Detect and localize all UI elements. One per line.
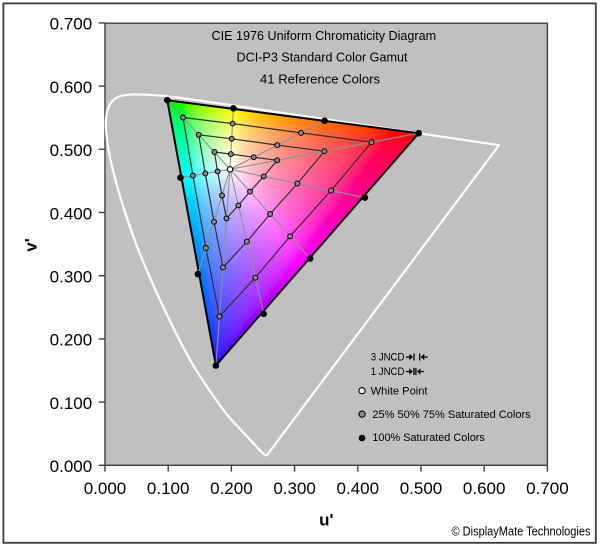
svg-text:0.000: 0.000	[84, 479, 127, 498]
svg-text:0.300: 0.300	[273, 479, 316, 498]
svg-text:CIE 1976 Uniform Chromaticity: CIE 1976 Uniform Chromaticity Diagram	[212, 28, 437, 43]
svg-text:0.000: 0.000	[50, 457, 93, 476]
svg-text:White Point: White Point	[371, 385, 428, 397]
svg-text:0.500: 0.500	[400, 479, 443, 498]
svg-text:0.600: 0.600	[463, 479, 506, 498]
svg-text:0.500: 0.500	[50, 141, 93, 160]
svg-text:u': u'	[319, 511, 333, 530]
svg-text:v': v'	[22, 238, 41, 252]
svg-text:DCI-P3 Standard Color Gamut: DCI-P3 Standard Color Gamut	[237, 50, 408, 65]
svg-text:0.700: 0.700	[50, 15, 93, 34]
svg-text:0.100: 0.100	[147, 479, 190, 498]
svg-text:100% Saturated Colors: 100% Saturated Colors	[372, 432, 485, 444]
svg-text:0.200: 0.200	[210, 479, 253, 498]
svg-text:0.300: 0.300	[50, 268, 93, 287]
svg-text:© DisplayMate Technologies: © DisplayMate Technologies	[452, 525, 591, 539]
svg-text:41 Reference Colors: 41 Reference Colors	[260, 72, 380, 87]
svg-text:0.700: 0.700	[526, 479, 569, 498]
svg-text:1 JNCD: 1 JNCD	[371, 366, 405, 378]
svg-text:0.100: 0.100	[50, 394, 93, 413]
svg-text:0.400: 0.400	[337, 479, 380, 498]
svg-text:0.400: 0.400	[50, 204, 93, 223]
svg-text:0.200: 0.200	[50, 331, 93, 350]
svg-text:25% 50% 75% Saturated Colors: 25% 50% 75% Saturated Colors	[372, 409, 531, 421]
svg-text:0.600: 0.600	[50, 78, 93, 97]
svg-text:3 JNCD: 3 JNCD	[371, 352, 405, 364]
